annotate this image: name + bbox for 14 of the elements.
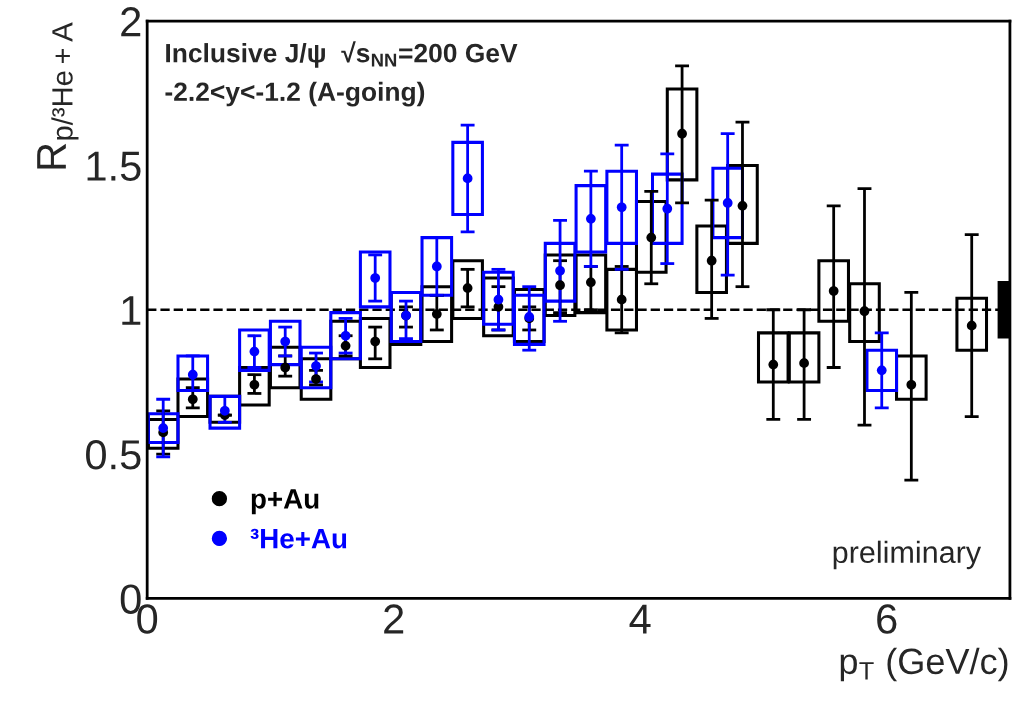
annotation: -2.2<y<-1.2 (A-going) <box>165 81 425 107</box>
y-tick-label: 1 <box>122 296 141 325</box>
x-axis-title: p$_{T}$ (GeV/c) <box>840 647 1008 682</box>
x-tick-label: 4 <box>629 604 651 634</box>
legend-label: ³He+Au <box>250 528 347 549</box>
annotation: Inclusive J/ψ √s$_{NN}$=200 GeV <box>166 41 518 68</box>
y-tick-label: 0.5 <box>86 440 141 470</box>
annotation: preliminary <box>833 540 982 570</box>
legend-label: p+Au <box>251 489 319 515</box>
x-tick-label: 6 <box>877 604 897 634</box>
y-tick-label: 2 <box>121 7 141 37</box>
x-tick-label: 2 <box>384 604 404 634</box>
y-tick-label: 1.5 <box>87 151 141 181</box>
y-axis-title: R$_{p/³He+A}$ <box>37 22 79 169</box>
